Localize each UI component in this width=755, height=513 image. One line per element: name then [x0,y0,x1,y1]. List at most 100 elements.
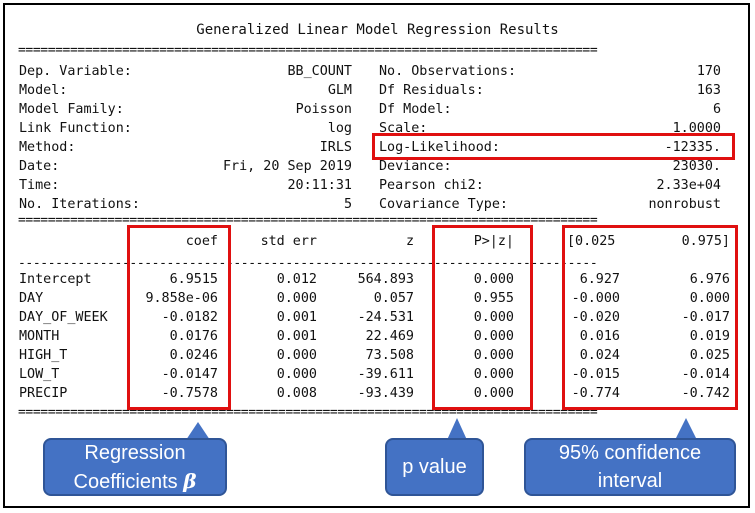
info-right-value: -12335. [664,140,721,155]
pvalue-callout-pointer [447,418,467,440]
info-right-label: Deviance: [379,159,452,174]
coef-callout-line2: Coefficients β [45,467,225,496]
info-right-value: 2.33e+04 [656,178,722,193]
cell-lo: -0.020 [571,310,620,325]
beta-symbol: β [183,468,197,493]
info-left-label: Link Function: [19,121,132,136]
pvalue-column-highlight [432,225,533,410]
cell-coef: -0.0182 [161,310,218,325]
cell-hi: -0.742 [681,386,730,401]
info-right-value: 23030. [672,159,721,174]
pvalue-callout: p value [385,438,484,496]
cell-lo: 6.927 [579,272,620,287]
cell-z: -39.611 [357,367,414,382]
cell-lo: -0.015 [571,367,620,382]
separator-mid: ========================================… [18,216,598,226]
cell-std-err: 0.001 [276,329,317,344]
cell-hi: 0.025 [689,348,730,363]
cell-p: 0.000 [473,272,514,287]
ci-column-highlight [562,225,738,410]
cell-p: 0.955 [473,291,514,306]
column-header: P>|z| [473,234,514,249]
cell-lo: 0.016 [579,329,620,344]
cell-z: 564.893 [357,272,414,287]
coef-callout-pointer [186,422,210,440]
cell-hi: 0.019 [689,329,730,344]
report-title: Generalized Linear Model Regression Resu… [196,22,559,38]
cell-hi: -0.014 [681,367,730,382]
coef-callout-text: Coefficients [73,470,178,493]
info-right-value: 6 [712,102,721,117]
info-right-label: Df Model: [379,102,452,117]
cell-p: 0.000 [473,329,514,344]
info-right-label: Scale: [379,121,428,136]
cell-p: 0.000 [473,348,514,363]
coef-callout: Regression Coefficients β [43,438,227,496]
info-left-label: Model Family: [19,102,124,117]
column-header: [0.025 [567,234,616,249]
separator-bottom: ========================================… [18,408,598,418]
info-left-value: Poisson [295,102,352,117]
cell-hi: 0.000 [689,291,730,306]
cell-lo: -0.000 [571,291,620,306]
cell-lo: -0.774 [571,386,620,401]
cell-lo: 0.024 [579,348,620,363]
cell-coef: 0.0176 [169,329,218,344]
info-left-label: Time: [19,178,60,193]
column-header: 0.975] [681,234,730,249]
variable-name: MONTH [19,329,60,344]
cell-z: -93.439 [357,386,414,401]
variable-name: DAY [19,291,44,306]
info-left-label: No. Iterations: [19,197,140,212]
info-right-value: 1.0000 [672,121,721,136]
cell-p: 0.000 [473,310,514,325]
separator-header: ----------------------------------------… [18,259,598,269]
cell-std-err: 0.012 [276,272,317,287]
variable-name: Intercept [19,272,92,287]
column-header: std err [260,234,317,249]
figure-frame [3,3,750,508]
info-right-label: Df Residuals: [379,83,484,98]
separator-top: ========================================… [18,46,598,56]
info-left-value: IRLS [319,140,352,155]
variable-name: DAY_OF_WEEK [19,310,108,325]
cell-coef: 0.0246 [169,348,218,363]
coef-column-highlight [127,225,231,410]
cell-coef: 9.858e-06 [145,291,218,306]
ci-callout-line1: 95% confidence [558,442,702,464]
cell-std-err: 0.008 [276,386,317,401]
cell-p: 0.000 [473,367,514,382]
cell-coef: 6.9515 [169,272,218,287]
info-left-label: Method: [19,140,76,155]
ci-callout-line2: interval [597,470,663,492]
cell-z: 22.469 [365,329,414,344]
variable-name: PRECIP [19,386,68,401]
info-right-label: Pearson chi2: [379,178,484,193]
info-right-value: 163 [696,83,721,98]
cell-p: 0.000 [473,386,514,401]
info-right-value: nonrobust [648,197,721,212]
info-left-label: Model: [19,83,68,98]
info-left-value: 20:11:31 [287,178,353,193]
ci-callout-pointer [675,418,697,440]
log-likelihood-highlight [372,133,735,160]
cell-hi: 6.976 [689,272,730,287]
info-left-value: Fri, 20 Sep 2019 [223,159,352,174]
info-left-label: Dep. Variable: [19,64,132,79]
info-left-label: Date: [19,159,60,174]
variable-name: HIGH_T [19,348,68,363]
cell-z: 0.057 [373,291,414,306]
info-left-value: BB_COUNT [287,64,353,79]
cell-z: 73.508 [365,348,414,363]
info-right-value: 170 [696,64,721,79]
cell-std-err: 0.000 [276,291,317,306]
info-right-label: Log-Likelihood: [379,140,500,155]
variable-name: LOW_T [19,367,60,382]
cell-std-err: 0.001 [276,310,317,325]
cell-coef: -0.7578 [161,386,218,401]
column-header: z [405,234,414,249]
cell-z: -24.531 [357,310,414,325]
cell-std-err: 0.000 [276,367,317,382]
info-right-label: No. Observations: [379,64,517,79]
cell-hi: -0.017 [681,310,730,325]
